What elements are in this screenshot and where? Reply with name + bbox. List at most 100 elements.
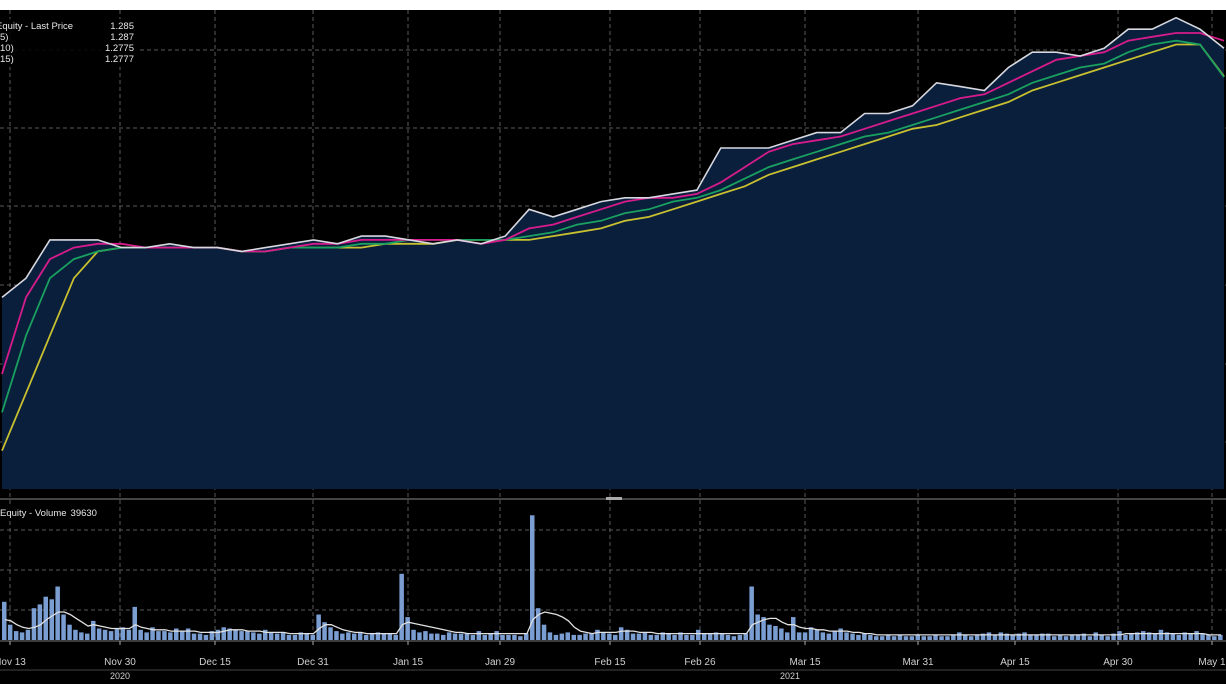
volume-bar bbox=[500, 634, 505, 640]
volume-bar bbox=[951, 634, 956, 640]
volume-bar bbox=[120, 627, 126, 640]
volume-bar bbox=[263, 629, 268, 640]
volume-bar bbox=[352, 633, 357, 640]
price-legend-row-ma10: 10) 1.2775 bbox=[0, 43, 134, 54]
volume-bar bbox=[980, 633, 986, 640]
volume-bar bbox=[274, 633, 280, 640]
volume-bar bbox=[518, 636, 523, 640]
volume-bar bbox=[826, 633, 832, 640]
volume-bar bbox=[1158, 629, 1164, 640]
volume-bar bbox=[1188, 633, 1193, 640]
volume-bar bbox=[607, 633, 612, 640]
volume-bar bbox=[559, 633, 565, 640]
volume-bar bbox=[369, 633, 375, 640]
volume-bar bbox=[696, 629, 701, 640]
ma5-value: 1.287 bbox=[110, 32, 134, 43]
price-legend-row-ma5: 5) 1.287 bbox=[0, 32, 134, 43]
volume-bar bbox=[642, 632, 648, 640]
volume-bar bbox=[613, 634, 618, 640]
volume-bar bbox=[921, 636, 926, 640]
volume-bar bbox=[1063, 636, 1069, 640]
volume-bar bbox=[879, 636, 885, 640]
x-tick-label: Jan 15 bbox=[393, 657, 423, 668]
year-label: 2021 bbox=[780, 671, 800, 681]
volume-bar bbox=[874, 636, 879, 640]
volume-bar bbox=[1040, 633, 1045, 640]
volume-legend-value: 39630 bbox=[70, 508, 97, 519]
volume-bar bbox=[482, 634, 487, 640]
volume-bar bbox=[399, 573, 404, 640]
volume-bar bbox=[963, 634, 968, 640]
ma15-value: 1.2777 bbox=[104, 54, 134, 65]
volume-legend: Equity - Volume 39630 bbox=[0, 506, 101, 521]
volume-bar bbox=[280, 632, 286, 640]
x-tick-label: Nov 13 bbox=[0, 657, 26, 668]
volume-bar bbox=[126, 629, 132, 640]
volume-bar bbox=[1141, 631, 1146, 640]
volume-bar bbox=[998, 632, 1004, 640]
x-tick-label: Feb 26 bbox=[684, 657, 716, 668]
volume-bar bbox=[1135, 632, 1140, 640]
volume-bar bbox=[957, 632, 962, 640]
volume-average-line bbox=[4, 611, 1221, 636]
volume-bar bbox=[672, 634, 677, 640]
price-legend-title: Equity - Last Price bbox=[0, 21, 74, 32]
volume-bar bbox=[13, 631, 19, 640]
volume-bar bbox=[55, 586, 60, 640]
ma10-value: 1.2775 bbox=[104, 43, 134, 54]
volume-bar bbox=[868, 634, 873, 640]
x-tick-label: Mar 15 bbox=[789, 657, 821, 668]
volume-bar bbox=[1152, 633, 1158, 640]
volume-bar bbox=[690, 634, 695, 640]
volume-bar bbox=[725, 634, 731, 640]
volume-bar bbox=[114, 628, 120, 640]
volume-bar bbox=[903, 636, 909, 640]
volume-bar bbox=[381, 633, 387, 640]
volume-bar bbox=[1028, 634, 1033, 640]
volume-bar bbox=[233, 629, 238, 640]
chart-canvas: Nov 13 Nov 30 Dec 15 Dec 31 Jan 15 Jan 29 Feb … bbox=[0, 10, 1226, 681]
volume-bar bbox=[850, 633, 855, 640]
volume-bar bbox=[328, 627, 333, 640]
volume-bar bbox=[684, 634, 689, 640]
price-area bbox=[2, 17, 1224, 489]
volume-bar bbox=[251, 632, 256, 640]
volume-bar bbox=[7, 624, 13, 640]
volume-bar bbox=[862, 633, 867, 640]
volume-bar bbox=[678, 632, 683, 640]
volume-bar bbox=[660, 632, 665, 640]
volume-bar bbox=[761, 617, 766, 640]
volume-bar bbox=[215, 629, 221, 640]
volume-bar bbox=[227, 628, 232, 640]
volume-bar bbox=[25, 629, 31, 640]
volume-bar bbox=[791, 617, 796, 640]
volume-bar bbox=[476, 631, 482, 640]
volume-bar bbox=[541, 624, 547, 640]
volume-bar bbox=[832, 631, 837, 640]
volume-bar bbox=[292, 634, 298, 640]
volume-bar bbox=[1111, 633, 1116, 640]
volume-bar bbox=[144, 632, 149, 640]
volume-bar bbox=[755, 614, 760, 640]
volume-bar bbox=[737, 634, 743, 640]
volume-bar bbox=[856, 634, 861, 640]
volume-bar bbox=[1081, 633, 1087, 640]
volume-bar bbox=[702, 633, 707, 640]
volume-bar bbox=[933, 634, 938, 640]
last-price-line bbox=[1, 16, 1225, 299]
volume-bar bbox=[1093, 632, 1098, 640]
volume-bar bbox=[1218, 634, 1223, 640]
volume-bar bbox=[1123, 634, 1128, 640]
volume-bar bbox=[488, 633, 493, 640]
volume-bar bbox=[820, 632, 826, 640]
volume-bar bbox=[654, 634, 659, 640]
volume-legend-title: Equity - Volume bbox=[0, 508, 67, 519]
volume-bar bbox=[239, 631, 244, 640]
volume-bar bbox=[897, 634, 903, 640]
volume-bar bbox=[19, 632, 25, 640]
volume-bar bbox=[79, 632, 84, 640]
x-tick-label: Apr 15 bbox=[1000, 657, 1030, 668]
ma5-label: 5) bbox=[0, 32, 9, 43]
volume-bar bbox=[156, 631, 161, 640]
x-tick-label: Dec 15 bbox=[199, 657, 231, 668]
